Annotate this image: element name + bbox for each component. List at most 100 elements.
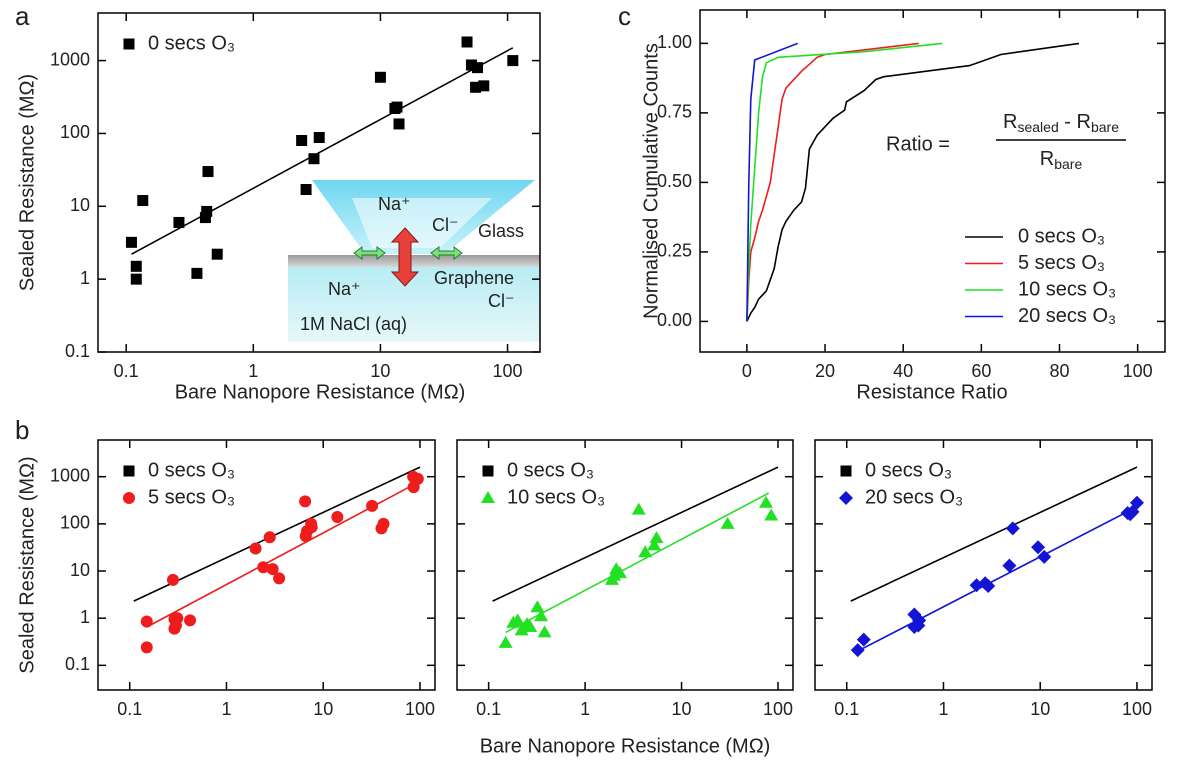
plot-frame [97, 12, 541, 353]
fit-line [492, 466, 779, 602]
x-axis-label: Resistance Ratio [856, 381, 1007, 403]
formula-denominator: Rbare [1040, 148, 1083, 171]
marker [1031, 540, 1046, 555]
y-tick-label: 0.1 [65, 341, 90, 361]
inset-label: Cl⁻ [432, 215, 459, 235]
marker [130, 260, 142, 272]
formula-numerator: Rsealed - Rbare [1003, 111, 1119, 134]
marker [534, 609, 549, 622]
marker [184, 614, 197, 627]
marker [191, 267, 203, 279]
x-tick-label: 100 [1122, 699, 1152, 719]
y-axis-label: Sealed Resistance (MΩ) [16, 74, 38, 291]
x-tick-label: 40 [893, 361, 913, 381]
marker [377, 517, 390, 530]
marker [211, 248, 223, 260]
x-tick-label: 100 [405, 699, 435, 719]
current-arrow [390, 227, 420, 287]
series-line [746, 42, 798, 322]
series-line [746, 42, 943, 322]
marker [366, 499, 379, 512]
marker [331, 510, 344, 523]
marker [137, 195, 149, 207]
legend-swatch [840, 465, 852, 477]
formula-text: Ratio = [886, 133, 950, 155]
inset-label: Na⁺ [328, 279, 361, 299]
marker [296, 135, 308, 147]
legend-label: 10 secs O₃ [507, 486, 605, 508]
marker [374, 71, 386, 83]
marker [912, 613, 927, 628]
marker [173, 216, 185, 228]
x-tick-label: 0.1 [476, 699, 501, 719]
marker [514, 623, 529, 636]
legend-label: 0 secs O₃ [148, 32, 235, 54]
x-tick-label: 0 [742, 361, 752, 381]
legend-swatch [123, 38, 135, 50]
legend-label: 0 secs O₃ [507, 459, 594, 481]
marker [130, 273, 142, 285]
legend-label: 10 secs O₃ [1018, 278, 1116, 300]
x-tick-label: 1 [248, 361, 258, 381]
marker [470, 81, 482, 93]
marker [1002, 558, 1017, 573]
marker [465, 59, 477, 71]
legend-swatch [123, 492, 135, 504]
x-tick-label: 20 [815, 361, 835, 381]
fit-line [850, 466, 1138, 602]
marker [199, 212, 211, 224]
legend-label: 0 secs O₃ [1018, 225, 1105, 247]
marker [850, 643, 865, 658]
legend-swatch [481, 491, 495, 503]
marker [300, 184, 312, 196]
legend-label: 20 secs O₃ [1018, 305, 1116, 327]
inset-label: Cl⁻ [488, 291, 515, 311]
marker [523, 620, 538, 633]
series-line [746, 42, 1080, 322]
solution-region [288, 266, 540, 342]
x-axis-label: Bare Nanopore Resistance (MΩ) [480, 735, 771, 757]
y-tick-label: 10 [70, 560, 90, 580]
marker [140, 641, 153, 654]
legend-label: 5 secs O₃ [1018, 252, 1105, 274]
inset-label: Graphene [434, 268, 514, 288]
marker [391, 101, 403, 113]
marker [758, 495, 773, 508]
plot-frame [97, 439, 436, 691]
marker [507, 55, 519, 67]
graphene-layer [288, 255, 540, 267]
y-axis-label: Sealed Resistance (MΩ) [16, 456, 38, 673]
y-tick-label: 100 [60, 513, 90, 533]
marker [478, 80, 490, 92]
marker [471, 62, 483, 74]
legend-label: 20 secs O₃ [865, 486, 963, 508]
legend-label: 0 secs O₃ [865, 459, 952, 481]
marker [257, 561, 270, 574]
marker [1037, 549, 1052, 564]
x-tick-label: 10 [672, 699, 692, 719]
marker [612, 566, 627, 579]
marker [510, 613, 525, 626]
marker [273, 572, 286, 585]
marker [263, 531, 276, 544]
inset-label: Glass [478, 221, 524, 241]
y-tick-label: 0.25 [657, 241, 692, 261]
y-tick-label: 100 [60, 122, 90, 142]
y-tick-label: 0.50 [657, 171, 692, 191]
marker [461, 36, 473, 48]
x-tick-label: 0.1 [117, 699, 142, 719]
marker [308, 153, 320, 165]
plot-frame [814, 439, 1153, 691]
x-axis-label: Bare Nanopore Resistance (MΩ) [175, 381, 466, 403]
marker [393, 118, 405, 130]
leak-arrows [353, 246, 463, 260]
inset-label: Na⁺ [378, 194, 411, 214]
legend-label: 0 secs O₃ [148, 459, 235, 481]
x-tick-label: 60 [971, 361, 991, 381]
y-axis-label: Normalised Cumulative Counts [640, 43, 662, 319]
x-tick-label: 0.1 [114, 361, 139, 381]
plot-frame [456, 439, 794, 691]
marker [1005, 521, 1020, 536]
y-tick-label: 1 [80, 268, 90, 288]
marker [631, 502, 646, 515]
